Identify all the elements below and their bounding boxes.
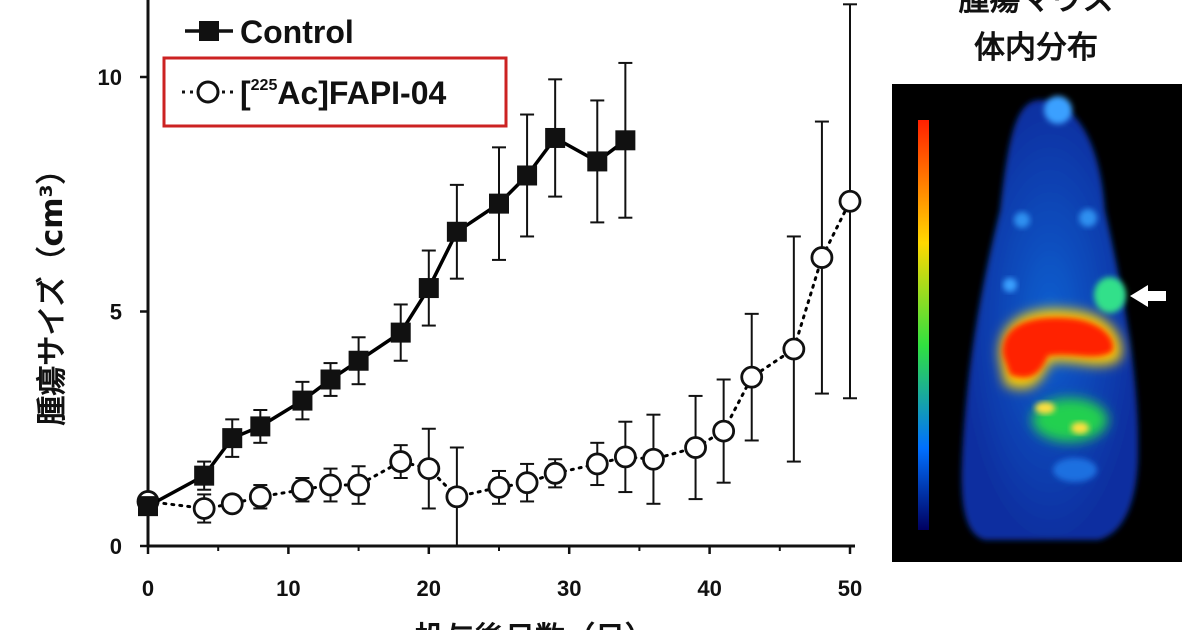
- data-point-circle: [192, 497, 216, 520]
- data-point-square: [348, 350, 369, 371]
- data-point-square: [292, 390, 313, 411]
- data-point-square: [138, 496, 158, 517]
- data-point-square: [320, 369, 341, 390]
- data-point-square: [489, 193, 509, 214]
- series-line: [147, 135, 627, 508]
- data-point-square: [418, 278, 439, 299]
- data-point-circle: [347, 473, 371, 497]
- data-point-square: [250, 416, 271, 437]
- color-scale-bar: [918, 120, 929, 530]
- legend-fapi-label: [225Ac]FAPI-04: [240, 75, 447, 111]
- y-ticks: 0 5 10: [98, 65, 148, 559]
- data-point-circle: [417, 457, 441, 481]
- legend-control-label: Control: [240, 14, 354, 50]
- data-point-circle: [782, 337, 806, 361]
- data-point-circle: [585, 452, 609, 476]
- organ-uptake: [999, 309, 1122, 442]
- data-point-circle: [613, 445, 637, 469]
- data-point-square: [517, 165, 538, 186]
- legend-fapi-sup: 225: [251, 77, 278, 94]
- data-point-square: [545, 127, 566, 148]
- x-ticks: 0 10 20 30 40 50: [142, 546, 862, 601]
- x-axis-title: 投与後日数（日）: [415, 621, 655, 630]
- series-layer: [136, 3, 862, 547]
- data-point-circle: [291, 478, 314, 502]
- data-point-circle: [684, 436, 707, 459]
- data-point-square: [615, 130, 636, 151]
- data-point-circle: [543, 461, 567, 485]
- data-point-circle: [319, 473, 342, 497]
- series-control: [138, 61, 636, 517]
- tumor-arrow-icon: [1130, 285, 1166, 307]
- y-tick-label: 0: [110, 534, 122, 559]
- legend-control-marker: [199, 21, 219, 41]
- x-tick-label: 20: [417, 576, 441, 601]
- data-point-square: [587, 151, 608, 172]
- x-tick-label: 40: [697, 576, 721, 601]
- data-point-circle: [838, 189, 862, 213]
- x-tick-label: 50: [838, 576, 862, 601]
- axes: [146, 0, 855, 548]
- data-point-square: [222, 428, 243, 449]
- data-point-circle: [810, 246, 834, 269]
- data-point-circle: [642, 447, 665, 471]
- legend-highlight-box: [162, 56, 508, 128]
- legend-fapi-open: [: [240, 75, 251, 111]
- y-axis-title: 腫瘍サイズ（cm³）: [35, 154, 70, 425]
- legend-fapi-rest: Ac]FAPI-04: [277, 75, 446, 111]
- y-tick-label: 10: [98, 65, 122, 90]
- inset-panel: 腫瘍マウス 体内分布: [892, 0, 1182, 562]
- data-point-square: [390, 322, 411, 343]
- data-point-circle: [712, 419, 736, 443]
- data-point-circle: [740, 365, 764, 389]
- inset-title-line2: 体内分布: [974, 30, 1098, 66]
- legend-fapi-marker: [196, 80, 220, 104]
- data-point-circle: [389, 450, 413, 473]
- legend: Control [225Ac]FAPI-04: [162, 14, 508, 128]
- tumor-hotspot: [1094, 277, 1126, 313]
- x-tick-label: 30: [557, 576, 581, 601]
- data-point-circle: [220, 492, 244, 516]
- data-point-circle: [515, 471, 539, 495]
- data-point-circle: [445, 485, 469, 509]
- y-tick-label: 5: [110, 300, 122, 325]
- inset-title-line1: 腫瘍マウス: [959, 0, 1114, 18]
- x-tick-label: 10: [276, 576, 300, 601]
- data-point-circle: [487, 475, 511, 499]
- data-point-square: [446, 221, 467, 242]
- x-tick-label: 0: [142, 576, 154, 601]
- data-point-circle: [248, 485, 272, 509]
- data-point-square: [194, 465, 215, 486]
- series-line: [146, 199, 852, 510]
